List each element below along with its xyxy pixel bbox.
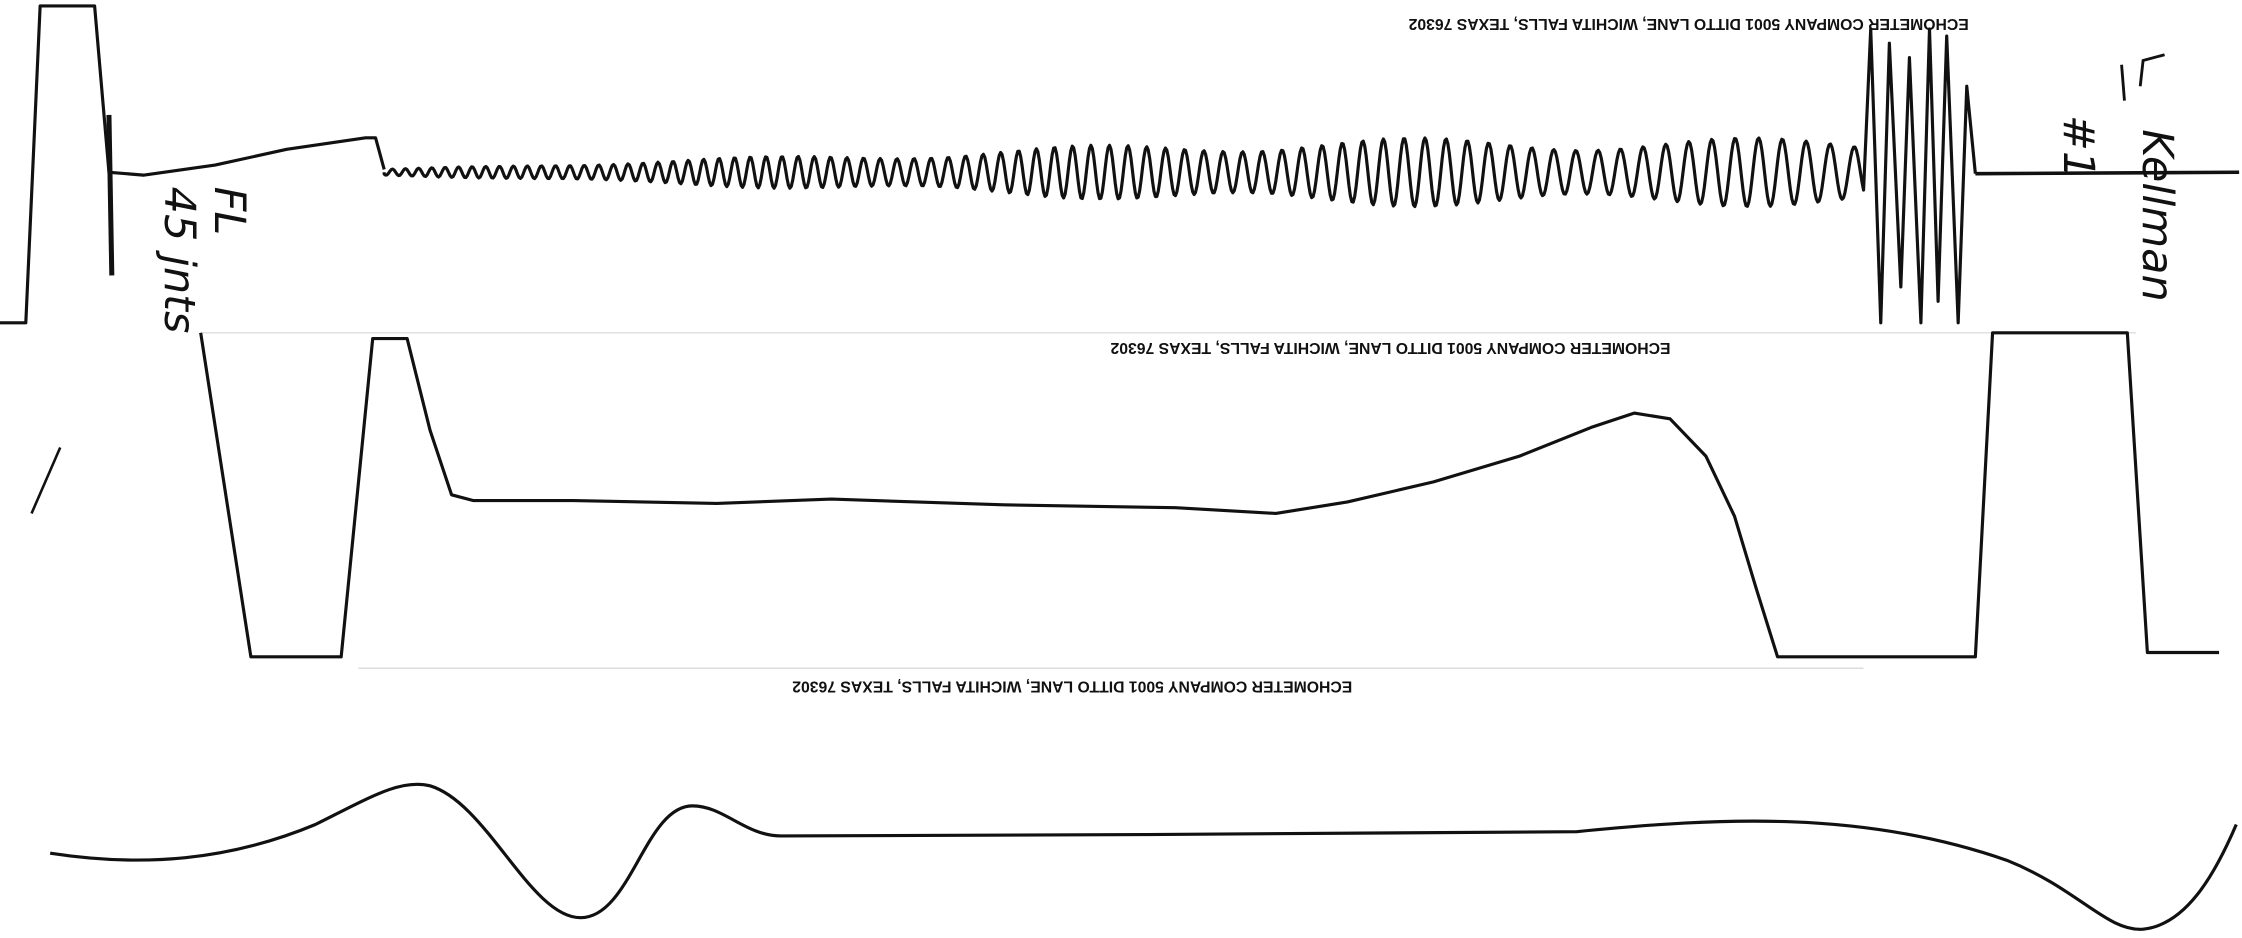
strip-header: ECHOMETER COMPANY 5001 DITTO LANE, WICHI… bbox=[792, 677, 1352, 694]
handwritten-note: 45 jnts bbox=[154, 187, 204, 334]
echo-trace bbox=[0, 4, 386, 325]
strip-header: ECHOMETER COMPANY 5001 DITTO LANE, WICHI… bbox=[1408, 15, 1968, 32]
check-mark bbox=[2120, 53, 2165, 101]
echo-trace bbox=[30, 446, 62, 514]
echo-trace bbox=[382, 27, 1977, 325]
handwritten-note: #1 bbox=[2053, 115, 2103, 178]
echo-trace bbox=[199, 331, 2220, 659]
handwritten-note: FL bbox=[204, 187, 254, 236]
echo-trace bbox=[1975, 170, 2240, 176]
handwritten-note: Kellman bbox=[2132, 129, 2182, 302]
echo-trace bbox=[49, 782, 2238, 931]
fluid-marker bbox=[106, 114, 115, 276]
strip-header: ECHOMETER COMPANY 5001 DITTO LANE, WICHI… bbox=[1110, 339, 1670, 356]
